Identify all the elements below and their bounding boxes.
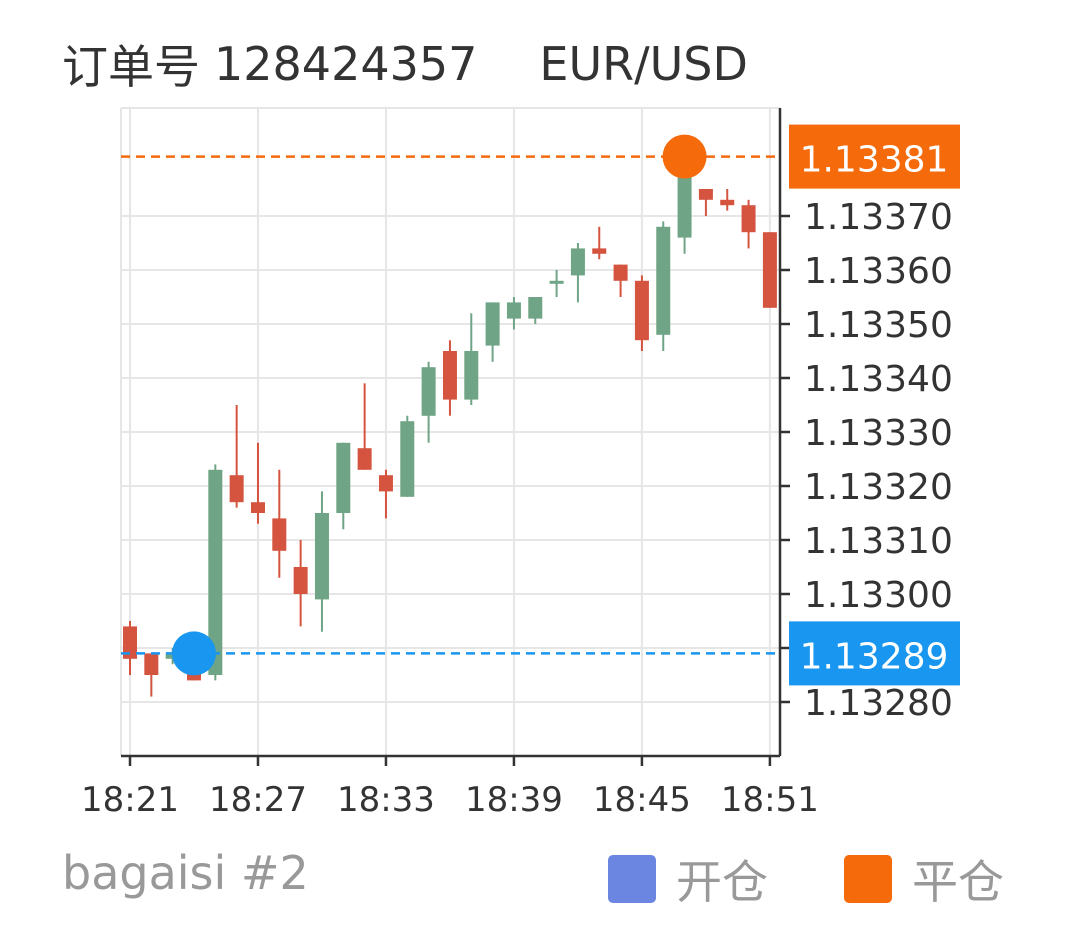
close-trade-marker	[662, 134, 707, 179]
account-name: bagaisi #2	[62, 846, 309, 900]
candle-body	[314, 513, 329, 600]
legend-swatch-open	[608, 855, 656, 903]
candle-body	[378, 475, 393, 492]
candle-body	[144, 653, 159, 675]
legend-item-close: 平仓	[844, 846, 1004, 912]
close-trade-price-label: 1.13381	[800, 140, 949, 181]
trade-markers	[121, 134, 780, 676]
y-tick-label: 1.13320	[804, 467, 953, 508]
candle-body	[720, 199, 735, 206]
x-tick-label: 18:39	[465, 780, 563, 820]
y-tick-label: 1.13350	[804, 305, 953, 346]
y-tick-label: 1.13310	[804, 521, 953, 562]
candle-body	[272, 518, 287, 551]
candle-body	[123, 626, 137, 659]
legend-swatch-close	[844, 855, 892, 903]
y-tick-label: 1.13370	[804, 197, 953, 238]
chart-footer: bagaisi #2 开仓 平仓	[0, 840, 1080, 910]
y-tick-label: 1.13360	[804, 251, 953, 292]
axes: 1.132801.132901.133001.133101.133201.133…	[81, 108, 960, 820]
close-trade-price-tag	[789, 124, 960, 189]
candle-series	[123, 156, 777, 697]
candle-body	[421, 367, 436, 416]
candle-body	[485, 302, 500, 346]
order-number-value: 128424357	[214, 37, 478, 91]
legend-item-open: 开仓	[608, 846, 768, 912]
legend-label-close: 平仓	[912, 855, 1004, 909]
candle-body	[762, 232, 777, 308]
open-trade-price-tag	[789, 621, 960, 686]
y-tick-label: 1.13340	[804, 359, 953, 400]
candle-body	[506, 302, 521, 319]
grid-lines	[120, 107, 780, 756]
order-number-label: 订单号	[62, 40, 200, 94]
candle-body	[698, 189, 713, 200]
candle-body	[741, 205, 756, 233]
x-tick-label: 18:21	[81, 780, 179, 820]
candle-body	[357, 448, 372, 470]
candle-body	[208, 469, 223, 675]
candle-body	[634, 280, 649, 341]
y-tick-label: 1.13280	[804, 683, 953, 724]
y-tick-label: 1.13300	[804, 575, 953, 616]
y-tick-label: 1.13330	[804, 413, 953, 454]
candle-body	[549, 280, 564, 284]
candle-body	[250, 502, 265, 513]
candle-body	[570, 248, 585, 276]
x-tick-label: 18:33	[337, 780, 435, 820]
candle-body	[229, 475, 244, 503]
candle-body	[442, 351, 457, 400]
x-tick-label: 18:51	[721, 780, 819, 820]
candle-body	[656, 226, 671, 335]
candle-body	[528, 297, 543, 319]
open-trade-marker	[171, 631, 216, 676]
legend-label-open: 开仓	[676, 855, 768, 909]
candle-body	[464, 351, 479, 400]
candlestick-chart: 1.132801.132901.133001.133101.133201.133…	[81, 107, 960, 820]
chart-title: 订单号 128424357 EUR/USD	[62, 32, 748, 96]
candle-body	[336, 442, 351, 513]
candle-body	[400, 421, 415, 497]
candle-body	[613, 264, 628, 281]
x-tick-label: 18:45	[593, 780, 691, 820]
currency-pair-symbol: EUR/USD	[539, 37, 748, 91]
candle-body	[592, 248, 607, 254]
candle-body	[293, 567, 308, 594]
x-tick-label: 18:27	[209, 780, 307, 820]
open-trade-price-label: 1.13289	[800, 636, 949, 677]
